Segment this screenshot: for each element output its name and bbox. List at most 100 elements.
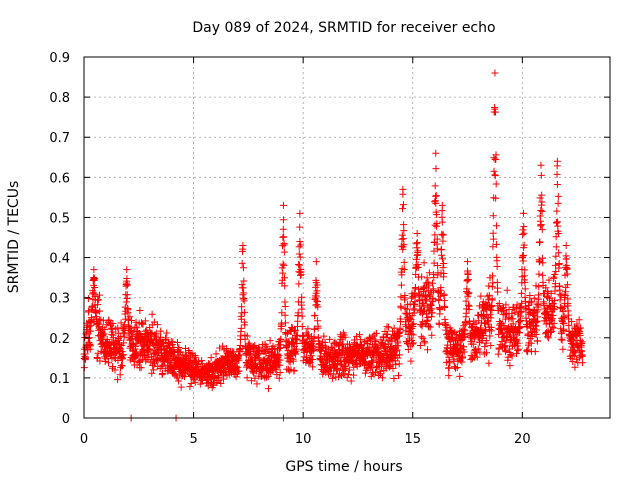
data-point [532, 326, 540, 334]
data-point [148, 369, 156, 377]
data-point [407, 315, 415, 323]
data-point [296, 271, 304, 279]
data-point [383, 323, 391, 331]
data-point [275, 345, 283, 353]
data-point [104, 359, 112, 367]
data-point [491, 69, 499, 77]
y-tick-label: 0.5 [49, 211, 70, 226]
data-point [520, 229, 528, 237]
data-point [84, 335, 92, 343]
data-point [157, 327, 165, 335]
data-point [163, 329, 171, 337]
data-point [439, 264, 447, 272]
data-point [520, 241, 528, 249]
data-point [498, 337, 506, 345]
data-point [446, 359, 454, 367]
data-point [553, 218, 561, 226]
data-point [432, 165, 440, 173]
data-point [298, 312, 306, 320]
data-point [217, 380, 225, 388]
data-point [512, 350, 520, 358]
data-point [233, 363, 241, 371]
data-point [137, 364, 145, 372]
data-point [308, 356, 316, 364]
data-point [174, 339, 182, 347]
data-point [281, 274, 289, 282]
data-point [390, 374, 398, 382]
data-point [199, 377, 207, 385]
data-point [118, 348, 126, 356]
data-point [312, 258, 320, 266]
data-point [397, 281, 405, 289]
data-point [432, 192, 440, 200]
data-point [453, 363, 461, 371]
data-point [489, 279, 497, 287]
data-point [414, 264, 422, 272]
data-point [397, 304, 405, 312]
data-point [411, 284, 419, 292]
data-point [95, 324, 103, 332]
data-point [553, 157, 561, 165]
data-point [400, 221, 408, 229]
data-point [157, 333, 165, 341]
data-point [575, 325, 583, 333]
data-point [443, 323, 451, 331]
data-point [489, 229, 497, 237]
data-point [114, 376, 122, 384]
data-point [295, 280, 303, 288]
data-point [150, 366, 158, 374]
y-tick-label: 0.1 [49, 372, 70, 387]
data-point [127, 316, 135, 324]
data-point [545, 302, 553, 310]
data-point [91, 284, 99, 292]
data-point [384, 323, 392, 331]
data-point [232, 373, 240, 381]
data-point [298, 323, 306, 331]
data-point [559, 345, 567, 353]
data-point [433, 219, 441, 227]
data-point [265, 369, 273, 377]
data-point [525, 305, 533, 313]
data-point [551, 280, 559, 288]
data-point [372, 345, 380, 353]
data-point [425, 269, 433, 277]
data-point [347, 377, 355, 385]
data-point [146, 329, 154, 337]
data-point [429, 295, 437, 303]
data-point [524, 330, 532, 338]
data-point [107, 324, 115, 332]
data-point [400, 227, 408, 235]
data-point [290, 366, 298, 374]
data-point [429, 286, 437, 294]
data-point [341, 333, 349, 341]
data-point [331, 338, 339, 346]
data-point [313, 281, 321, 289]
data-point [253, 380, 261, 388]
data-point [409, 339, 417, 347]
x-tick-label: 10 [295, 432, 312, 447]
data-point [485, 291, 493, 299]
data-point [491, 172, 499, 180]
data-point [436, 305, 444, 313]
data-point [539, 259, 547, 267]
data-point [277, 335, 285, 343]
data-point [554, 192, 562, 200]
data-point [369, 357, 377, 365]
data-point [228, 369, 236, 377]
data-point [400, 265, 408, 273]
data-point [451, 364, 459, 372]
data-point [527, 339, 535, 347]
data-point [276, 368, 284, 376]
data-point [456, 372, 464, 380]
data-point [296, 209, 304, 217]
data-point [492, 151, 500, 159]
data-point [544, 334, 552, 342]
data-point [269, 367, 277, 375]
data-point [191, 378, 199, 386]
data-point [432, 192, 440, 200]
data-point [465, 302, 473, 310]
data-point [557, 304, 565, 312]
data-point [410, 320, 418, 328]
data-point [191, 353, 199, 361]
data-point [298, 305, 306, 313]
